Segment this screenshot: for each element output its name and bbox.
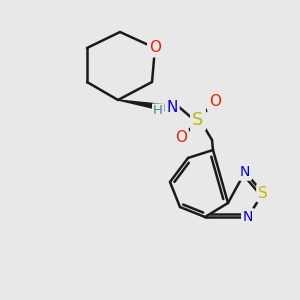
Text: O: O (209, 94, 221, 110)
Text: N: N (243, 210, 253, 224)
Text: O: O (149, 40, 161, 56)
Text: O: O (175, 130, 187, 146)
Text: H: H (153, 104, 163, 118)
Text: S: S (192, 111, 204, 129)
Text: N: N (166, 100, 178, 115)
Text: S: S (258, 185, 268, 200)
Text: N: N (240, 165, 250, 179)
Polygon shape (118, 100, 166, 111)
